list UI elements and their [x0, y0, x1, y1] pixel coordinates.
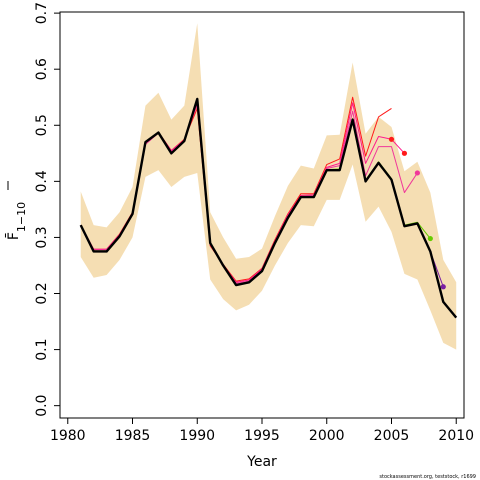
confidence-band-layer: [80, 23, 457, 350]
end-points-layer: [388, 136, 446, 290]
y-axis-title: F̄1−10: [4, 181, 28, 240]
end-point-2008: [427, 235, 433, 242]
y-tick-label: 0.3: [34, 226, 50, 248]
series-line-main: [79, 97, 458, 319]
x-tick-label: 2000: [309, 428, 345, 444]
confidence-band: [80, 23, 457, 350]
footnote: stockassessment.org, teststock, r1699: [379, 474, 476, 480]
y-tick-label: 0.1: [34, 338, 50, 360]
end-point-2007: [414, 170, 420, 176]
y-tick-label: 0.6: [34, 58, 50, 80]
y-axis-title-main: F̄: [4, 232, 22, 240]
x-tick-label: 1990: [179, 428, 215, 444]
x-tick-label: 1995: [244, 428, 280, 444]
x-axis: 1980 1985 1990 1995 2000 2005 2010: [50, 418, 474, 444]
y-axis-title-subscript: 1−10: [15, 202, 28, 232]
x-tick-label: 2010: [438, 428, 474, 444]
y-tick-label: 0.4: [34, 170, 50, 192]
y-tick-label: 0.0: [34, 395, 50, 417]
x-tick-label: 1980: [50, 428, 86, 444]
y-axis: 0.0 0.1 0.2 0.3 0.4 0.5 0.6 0.7: [34, 2, 60, 417]
y-tick-label: 0.5: [34, 114, 50, 136]
series-layer: [79, 96, 458, 319]
x-axis-title: Year: [246, 454, 277, 470]
end-point-2009: [440, 284, 446, 290]
x-tick-label: 1985: [115, 428, 151, 444]
end-point-2006: [401, 150, 408, 156]
end-point-2005: [388, 136, 395, 142]
svg-text:F̄1−10: F̄1−10: [4, 202, 27, 240]
y-tick-label: 0.2: [34, 282, 50, 304]
x-tick-label: 2005: [374, 428, 410, 444]
y-tick-label: 0.7: [34, 2, 50, 24]
